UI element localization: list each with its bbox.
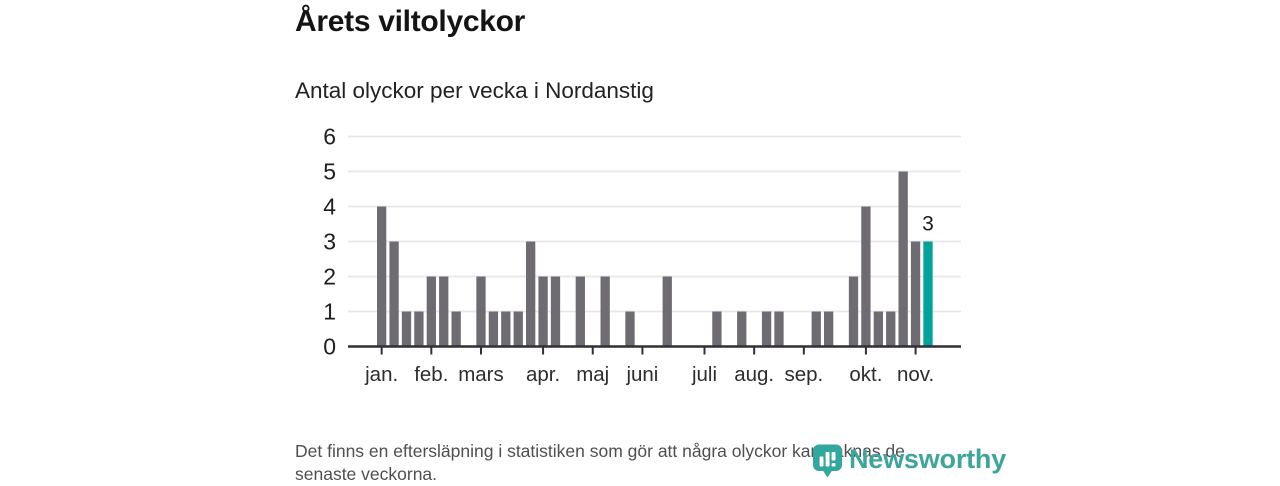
newsworthy-logo: Newsworthy	[812, 442, 1006, 478]
y-axis-label-6: 6	[323, 124, 336, 150]
y-axis-label-2: 2	[323, 264, 336, 290]
y-axis-label-1: 1	[323, 299, 336, 325]
x-axis-label-jan: jan.	[364, 363, 398, 386]
chart-subtitle: Antal olyckor per vecka i Nordanstig	[295, 78, 654, 103]
x-axis-label-juni: juni	[625, 363, 658, 386]
bar-week-17	[575, 276, 585, 347]
bar-week-2	[389, 241, 399, 347]
bar-week-6	[439, 276, 449, 347]
bar-week-42	[886, 311, 896, 347]
bar-week-13	[526, 241, 536, 347]
newsworthy-wordmark: Newsworthy	[849, 444, 1007, 474]
bar-week-4	[414, 311, 424, 347]
bar-week-44	[910, 241, 921, 347]
y-axis-label-3: 3	[323, 229, 336, 255]
bar-week-36	[811, 311, 821, 347]
x-axis-label-sep: sep.	[784, 363, 823, 386]
bar-week-32	[761, 311, 772, 347]
bar-week-9	[476, 276, 486, 347]
bar-week-7	[451, 311, 461, 347]
x-axis-label-apr: apr.	[526, 363, 560, 386]
y-axis-label-5: 5	[323, 159, 336, 185]
x-axis-label-okt: okt.	[849, 363, 882, 386]
bar-week-39	[848, 276, 859, 347]
bar-week-28	[712, 311, 722, 347]
footer-note-line1: Det finns en eftersläpning i statistiken…	[295, 441, 905, 461]
x-axis-label-maj: maj	[576, 363, 609, 386]
bar-week-12	[513, 311, 523, 347]
x-axis-label-mars: mars	[458, 363, 504, 386]
bar-week-43	[898, 171, 908, 347]
x-axis-label-feb: feb.	[414, 363, 448, 386]
bar-week-11	[501, 311, 511, 347]
bar-week-40	[861, 206, 871, 347]
bar-week-15	[550, 276, 561, 347]
y-axis-label-0: 0	[323, 334, 336, 360]
bar-week-41	[873, 311, 883, 347]
footer-note: Det finns en eftersläpning i statistiken…	[295, 440, 995, 486]
bar-week-37	[824, 311, 834, 347]
bar-week-45-highlight	[923, 241, 933, 347]
bar-week-3	[401, 311, 412, 347]
page-title: Årets viltolyckor	[295, 5, 525, 38]
highlight-value-label: 3	[922, 213, 934, 236]
bar-week-24	[662, 276, 672, 347]
bar-week-19	[600, 276, 610, 347]
bar-week-5	[426, 276, 436, 347]
newsworthy-bubble-chart-icon	[813, 444, 842, 478]
footer-note-line2: senaste veckorna.	[295, 464, 438, 484]
bar-week-21	[625, 311, 635, 347]
bar-week-33	[774, 311, 784, 347]
x-axis-label-juli: juli	[691, 363, 717, 386]
bar-week-10	[488, 311, 499, 347]
bar-week-1	[377, 206, 387, 347]
bar-week-30	[737, 311, 747, 347]
bar-week-14	[538, 276, 548, 347]
x-axis-label-nov: nov.	[897, 363, 934, 386]
x-axis-label-aug: aug.	[734, 363, 774, 386]
y-axis-label-4: 4	[323, 194, 336, 220]
